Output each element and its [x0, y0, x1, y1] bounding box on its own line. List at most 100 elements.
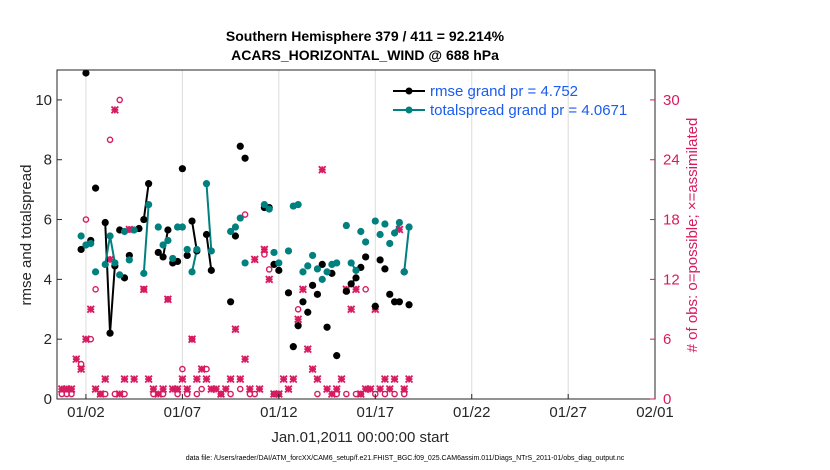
totalspread-point: [130, 226, 138, 234]
totalspread-point: [294, 200, 302, 209]
obs-assimilated-marker: [130, 375, 139, 384]
rmse-point: [227, 298, 235, 306]
obs-possible-marker: [92, 286, 99, 293]
obs-possible-marker: [265, 266, 273, 273]
obs-assimilated-marker: [231, 325, 240, 334]
obs-assimilated-marker: [313, 375, 322, 384]
y-right-tick-label: 24: [663, 152, 680, 169]
totalspread-point: [193, 245, 201, 254]
rmse-point: [304, 308, 312, 316]
rmse-point: [77, 245, 85, 254]
rmse-point: [154, 248, 162, 257]
obs-assimilated-marker: [366, 384, 375, 394]
totalspread-point: [202, 180, 211, 188]
obs-assimilated-marker: [255, 384, 264, 394]
totalspread-point: [140, 269, 148, 277]
data-file-footnote: data file: /Users/raeder/DAI/ATM_forcXX/…: [186, 455, 625, 462]
totalspread-point: [188, 268, 196, 276]
obs-assimilated-marker: [173, 384, 182, 394]
rmse-point: [371, 302, 379, 310]
obs-assimilated-marker: [265, 275, 274, 284]
obs-assimilated-marker: [101, 375, 110, 384]
totalspread-point: [125, 256, 133, 264]
totalspread-point: [164, 236, 172, 245]
x-tick-label: 01/27: [549, 404, 587, 421]
y-right-tick-label: 30: [663, 92, 680, 109]
totalspread-point: [313, 265, 322, 273]
totalspread-line-segment: [109, 235, 116, 264]
obs-possible-marker: [179, 365, 186, 373]
totalspread-point: [357, 227, 365, 236]
rmse-point: [91, 184, 100, 192]
totalspread-point: [116, 271, 124, 279]
rmse-point: [275, 266, 283, 274]
chart-title: Southern Hemisphere 379 / 411 = 92.214%: [226, 28, 505, 44]
y-tick-label: 0: [44, 391, 52, 408]
totalspread-point: [333, 259, 341, 267]
obs-assimilated-marker: [192, 375, 201, 384]
rmse-point: [308, 281, 317, 289]
obs-assimilated-marker: [260, 245, 269, 254]
rmse-point: [236, 142, 244, 150]
obs-possible-marker: [116, 96, 123, 104]
obs-assimilated-marker: [400, 384, 409, 394]
y-tick-label: 6: [44, 212, 52, 229]
obs-assimilated-marker: [202, 375, 211, 384]
totalspread-point: [101, 260, 109, 269]
totalspread-point: [260, 200, 268, 209]
rmse-point: [381, 265, 389, 273]
obs-possible-marker: [106, 136, 114, 144]
rmse-point: [140, 215, 148, 224]
rmse-point: [299, 298, 307, 306]
legend-rmse-label: rmse grand pr = 4.752: [430, 83, 578, 100]
totalspread-point: [400, 268, 408, 276]
rmse-point: [313, 290, 322, 298]
axis-ticks: 01/02 01/07 01/12 01/17 01/22 01/27 02/0102468…: [35, 92, 679, 421]
totalspread-line-segment: [104, 235, 112, 265]
y-right-tick-label: 6: [663, 331, 671, 348]
obs-possible-marker: [381, 390, 389, 398]
obs-possible-marker: [314, 390, 321, 398]
totalspread-point: [347, 259, 355, 267]
totalspread-point: [178, 223, 186, 231]
rmse-point: [376, 256, 384, 264]
rmse-point: [395, 298, 404, 306]
obs-assimilated-marker: [318, 165, 327, 174]
obs-assimilated-marker: [197, 365, 206, 374]
totalspread-point: [241, 259, 249, 267]
totalspread-point: [275, 259, 283, 267]
obs-assimilated-marker: [86, 305, 95, 314]
totalspread-point: [87, 239, 95, 248]
obs-possible-marker: [241, 211, 249, 218]
rmse-point: [405, 301, 413, 309]
obs-assimilated-marker: [347, 305, 356, 314]
obs-assimilated-marker: [183, 384, 192, 394]
obs-possible-marker: [391, 390, 398, 398]
obs-possible-marker: [236, 385, 244, 393]
totalspread-point: [154, 223, 162, 231]
totalspread-point: [106, 232, 114, 240]
totalspread-point: [111, 259, 119, 267]
obs-assimilated-marker: [332, 384, 341, 394]
obs-assimilated-marker: [120, 375, 129, 384]
obs-assimilated-marker: [390, 375, 399, 384]
y-right-tick-label: 18: [663, 212, 680, 229]
rmse-point: [202, 230, 211, 239]
series-points: [77, 69, 413, 360]
rmse-point: [207, 266, 215, 274]
legend-spread-marker: [405, 106, 413, 114]
obs-assimilated-marker: [303, 345, 312, 354]
rmse-point: [294, 322, 302, 330]
totalspread-point: [390, 229, 399, 237]
totalspread-point: [77, 232, 85, 240]
x-tick-label: 01/07: [164, 404, 202, 421]
totalspread-point: [381, 220, 389, 228]
obs-assimilated-marker: [380, 375, 389, 384]
legend-spread-label: totalspread grand pr = 4.0671: [430, 102, 627, 119]
totalspread-point: [270, 248, 278, 257]
totalspread-point: [299, 268, 307, 276]
totalspread-line-segment: [403, 226, 411, 272]
totalspread-point: [386, 239, 394, 248]
rmse-line-segment: [142, 183, 150, 220]
